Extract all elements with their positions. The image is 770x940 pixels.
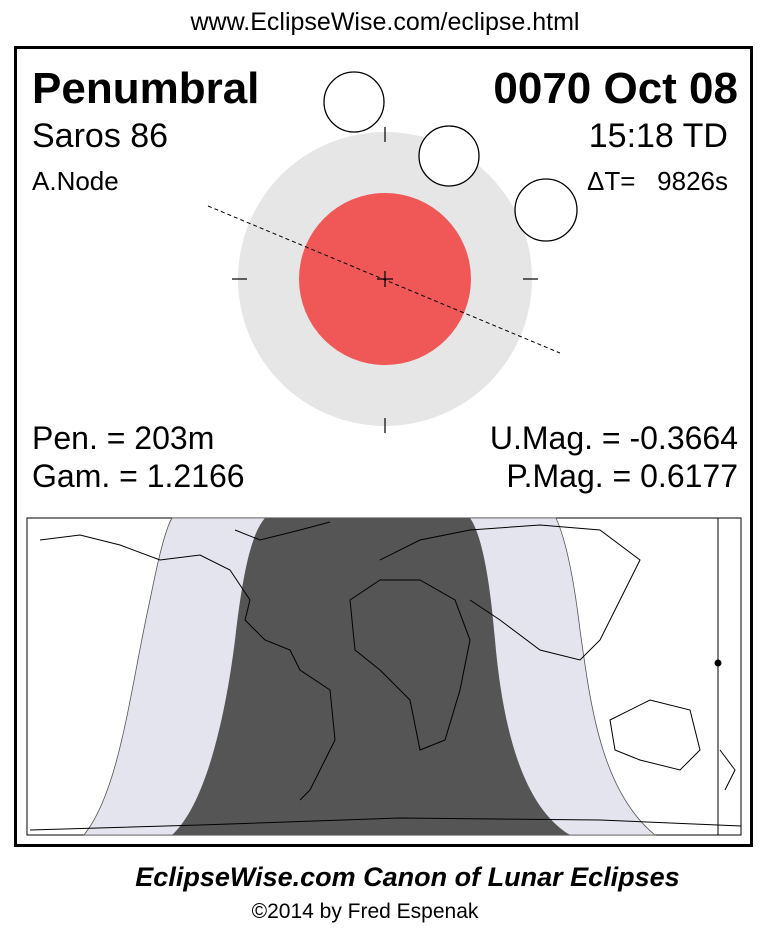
penumbral-duration: Pen. = 203m	[32, 420, 215, 456]
moon-position-last	[514, 178, 578, 242]
umbral-night-zone	[172, 518, 570, 835]
saros-number: Saros 86	[32, 117, 169, 155]
eclipse-time: 15:18 TD	[588, 117, 728, 155]
eclipse-date: 0070 Oct 08	[493, 64, 738, 113]
eclipse-panel-frame	[14, 46, 753, 847]
node: A.Node	[32, 166, 119, 196]
coastlines	[29, 521, 742, 831]
delta-t: ΔT= 9826s	[587, 166, 728, 196]
world-map	[26, 517, 742, 836]
site-url: www.EclipseWise.com/eclipse.html	[190, 8, 580, 36]
footer-title: EclipseWise.com Canon of Lunar Eclipses	[135, 862, 680, 892]
footer-copyright: ©2014 by Fred Espenak	[251, 900, 479, 923]
moon-path-line	[207, 205, 561, 354]
moon-position-first	[323, 71, 385, 133]
axis-ticks	[232, 127, 538, 433]
greatest-eclipse-point	[714, 659, 722, 667]
umbral-magnitude: U.Mag. = -0.3664	[489, 420, 738, 456]
gamma: Gam. = 1.2166	[32, 458, 245, 494]
penumbral-magnitude: P.Mag. = 0.6177	[506, 458, 738, 494]
moon-position-greatest	[418, 125, 480, 187]
eclipse-type: Penumbral	[32, 64, 260, 113]
